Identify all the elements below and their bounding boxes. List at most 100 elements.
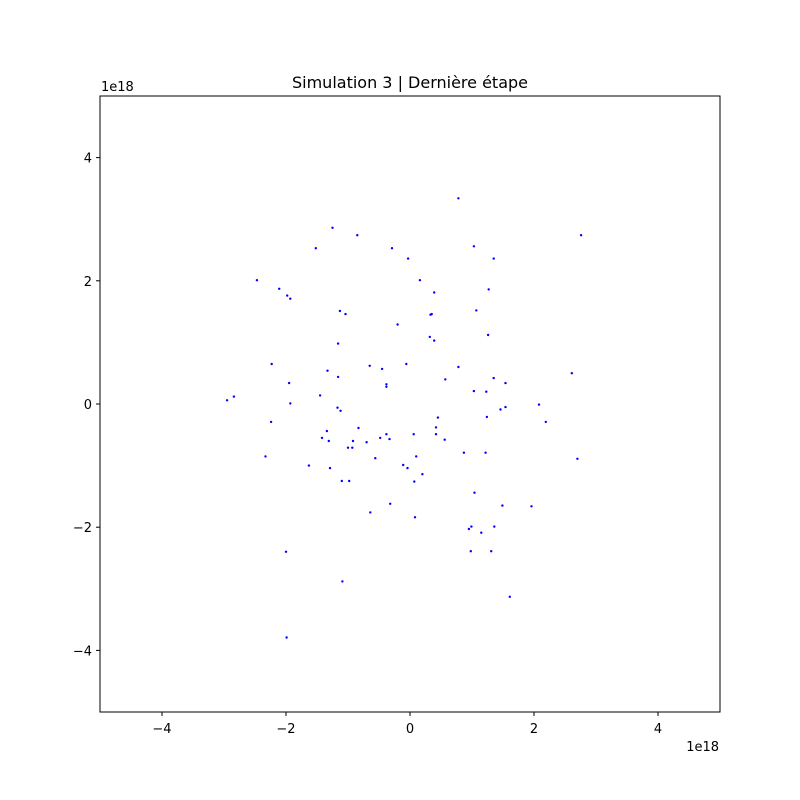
data-point <box>369 511 372 514</box>
data-point <box>504 381 507 385</box>
y-tick-label: 0 <box>84 398 92 413</box>
data-point <box>579 234 583 237</box>
data-point <box>357 426 360 430</box>
data-point <box>443 438 446 441</box>
data-point <box>436 416 440 419</box>
data-point <box>307 464 311 467</box>
y-tick-label: 4 <box>84 152 92 167</box>
data-point <box>287 381 291 385</box>
data-point <box>385 433 388 436</box>
data-point <box>374 457 377 460</box>
data-point <box>344 312 347 316</box>
x-tick-label: 4 <box>654 722 662 737</box>
data-point <box>225 399 229 402</box>
data-point <box>365 441 368 444</box>
data-point <box>537 403 541 406</box>
axis-ticks: −4 −2 0 2 4 −4 −2 0 2 4 <box>73 152 662 737</box>
data-point <box>331 226 334 229</box>
data-point <box>270 362 273 366</box>
data-points <box>225 197 583 639</box>
x-axis-offset-label: 1e18 <box>686 740 719 755</box>
data-point <box>480 531 483 534</box>
data-point <box>286 294 289 297</box>
data-point <box>457 197 460 200</box>
data-point <box>418 279 422 282</box>
data-point <box>444 378 447 381</box>
data-point <box>356 234 359 237</box>
data-point <box>467 527 471 531</box>
data-point <box>341 580 344 583</box>
data-point <box>348 479 351 483</box>
data-point <box>232 395 236 398</box>
data-point <box>473 491 476 494</box>
data-point <box>379 436 382 440</box>
data-point <box>434 433 438 436</box>
data-point <box>413 480 416 483</box>
data-point <box>325 429 329 433</box>
data-point <box>429 313 432 316</box>
data-point <box>490 550 493 553</box>
data-point <box>504 405 507 409</box>
data-point <box>406 466 409 470</box>
x-tick-label: 0 <box>406 722 414 737</box>
data-point <box>570 372 573 375</box>
data-point <box>475 309 478 312</box>
plot-frame <box>99 95 721 713</box>
data-point <box>485 415 489 419</box>
data-point <box>338 309 342 313</box>
chart-title: Simulation 3 | Dernière étape <box>292 73 528 92</box>
data-point <box>278 287 281 290</box>
data-point <box>388 437 391 441</box>
data-point <box>336 375 340 379</box>
data-point <box>485 390 488 393</box>
data-point <box>544 420 547 424</box>
y-tick-label: −2 <box>73 521 92 536</box>
data-point <box>327 439 330 443</box>
data-point <box>285 636 288 639</box>
data-point <box>385 383 388 386</box>
data-point <box>493 525 496 528</box>
data-point <box>415 455 418 458</box>
data-point <box>328 466 332 470</box>
data-point <box>380 367 384 371</box>
data-point <box>486 333 490 337</box>
data-point <box>406 257 410 260</box>
data-point <box>389 502 392 505</box>
data-point <box>340 479 343 483</box>
x-tick-label: −4 <box>152 722 171 737</box>
data-point <box>470 525 473 528</box>
data-point <box>314 247 317 250</box>
data-point <box>472 389 476 393</box>
data-point <box>320 436 324 440</box>
data-point <box>457 365 460 369</box>
data-point <box>433 339 436 342</box>
data-point <box>492 257 495 260</box>
y-axis-offset-label: 1e18 <box>101 80 134 95</box>
data-point <box>501 504 504 507</box>
data-point <box>530 505 533 508</box>
data-point <box>428 335 431 339</box>
data-point <box>346 446 350 449</box>
data-point <box>289 297 292 300</box>
data-point <box>336 342 340 345</box>
x-tick-label: 2 <box>530 722 538 737</box>
data-point <box>351 446 354 449</box>
data-point <box>385 385 388 388</box>
data-point <box>339 409 342 412</box>
data-point <box>405 362 408 366</box>
data-point <box>289 402 292 405</box>
data-point <box>255 279 259 282</box>
data-point <box>351 439 355 443</box>
data-point <box>484 451 487 454</box>
data-point <box>412 433 415 436</box>
data-point <box>326 369 329 372</box>
data-point <box>336 406 339 409</box>
data-point <box>264 455 267 458</box>
data-point <box>433 291 436 294</box>
x-tick-label: −2 <box>276 722 295 737</box>
data-point <box>402 463 405 467</box>
data-point <box>487 288 490 291</box>
data-point <box>269 420 273 424</box>
data-point <box>472 245 476 248</box>
